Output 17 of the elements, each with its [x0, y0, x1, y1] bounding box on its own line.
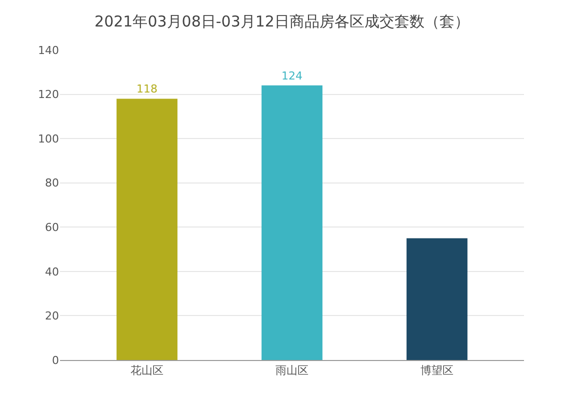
bar: [406, 238, 468, 360]
y-tick-label: 60: [45, 220, 59, 234]
x-tick-label: 博望区: [420, 364, 454, 378]
chart-title: 2021年03月08日-03月12日商品房各区成交套数（套）: [94, 12, 470, 30]
bar: [262, 85, 322, 360]
y-tick-label: 20: [45, 310, 59, 323]
y-tick-label: 80: [45, 176, 59, 190]
y-tick-label: 140: [38, 44, 59, 57]
y-tick-label: 100: [38, 132, 59, 146]
y-tick-label: 40: [45, 265, 59, 278]
x-tick-label: 花山区: [130, 364, 164, 378]
data-label: 124: [282, 69, 302, 82]
data-label: 118: [136, 82, 158, 96]
bar: [116, 98, 178, 360]
y-tick-label: 120: [38, 88, 59, 102]
x-tick-label: 雨山区: [276, 364, 308, 378]
y-tick-label: 0: [52, 354, 59, 367]
